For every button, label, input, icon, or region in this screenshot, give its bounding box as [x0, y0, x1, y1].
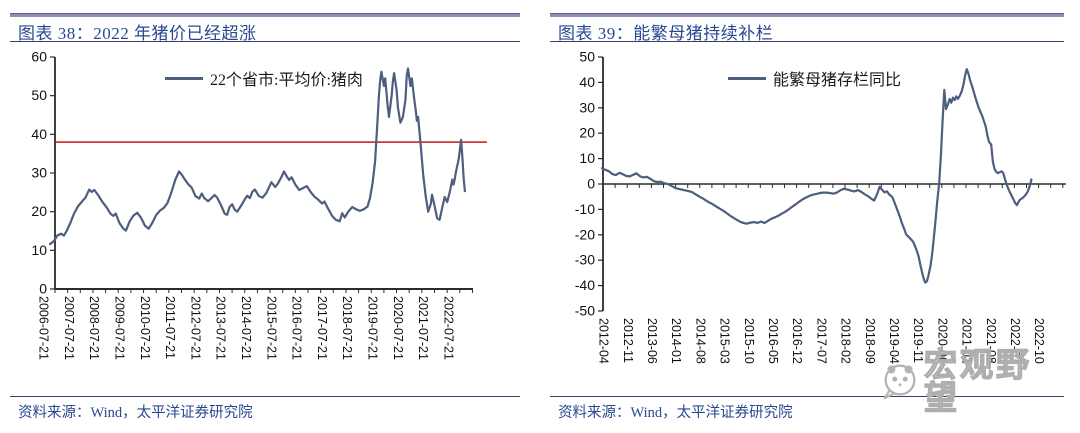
figure-38-panel: 图表 38：2022 年猪价已经超涨 22个省市:平均价:猪肉 资料来源：Win…	[10, 0, 520, 433]
source-note: 资料来源：Wind，太平洋证券研究院	[558, 405, 793, 421]
source-note: 资料来源：Wind，太平洋证券研究院	[18, 405, 253, 421]
title-underline	[10, 41, 520, 42]
panda-chat-icon	[878, 359, 922, 408]
figure-38-title: 图表 38：2022 年猪价已经超涨	[18, 24, 257, 43]
legend-pork-price: 22个省市:平均价:猪肉	[165, 66, 363, 90]
legend-label: 能繁母猪存栏同比	[773, 72, 902, 89]
watermark: 宏观野望	[878, 348, 1064, 417]
figure-39-title: 图表 39：能繁母猪持续补栏	[558, 24, 774, 43]
legend-line-swatch	[728, 76, 766, 80]
watermark-text: 宏观野望	[923, 348, 1032, 417]
legend-label: 22个省市:平均价:猪肉	[210, 72, 363, 89]
legend-sow-inventory: 能繁母猪存栏同比	[728, 66, 901, 90]
title-underline	[550, 41, 1064, 42]
source-divider	[10, 396, 520, 397]
figure-39-panel: 图表 39：能繁母猪持续补栏 能繁母猪存栏同比 资料来源：Wind，太平洋证券研…	[550, 0, 1064, 433]
source-divider	[550, 396, 1064, 397]
panel-top-rule	[550, 13, 1064, 17]
legend-line-swatch	[165, 76, 203, 80]
panel-top-rule	[10, 13, 520, 17]
